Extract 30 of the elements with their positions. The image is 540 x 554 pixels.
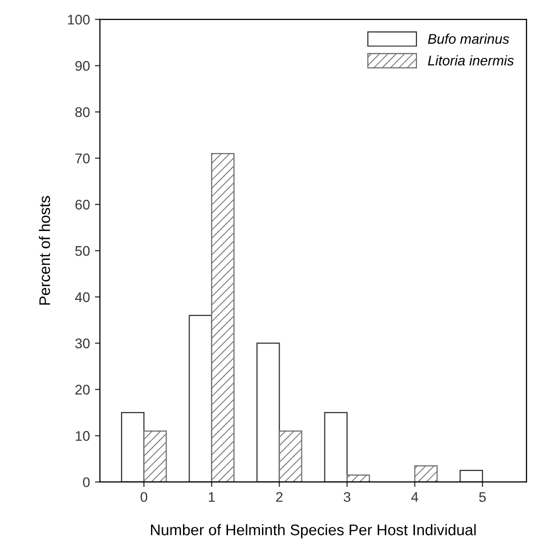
y-tick-label: 70	[75, 154, 90, 164]
bar	[211, 152, 235, 482]
bar	[121, 412, 144, 482]
y-tick-label: 0	[82, 477, 90, 488]
x-tick-label: 0	[140, 492, 148, 502]
y-tick-label: 60	[75, 200, 90, 210]
y-tick-label: 90	[75, 60, 90, 71]
y-axis-title: Percent of hosts	[38, 196, 50, 305]
bar	[256, 342, 280, 482]
y-tick-label: 80	[75, 107, 90, 118]
y-tick-label: 50	[75, 246, 90, 256]
x-tick-label: 1	[208, 492, 215, 502]
bar	[278, 430, 302, 482]
y-tick-label: 40	[75, 292, 90, 302]
y-tick-label: 30	[75, 338, 90, 348]
x-axis-title: Number of Helminth Species Per Host Individual	[151, 524, 476, 538]
y-tick-label: 10	[76, 431, 90, 441]
bar	[188, 314, 212, 482]
y-tick-label: 20	[75, 384, 90, 395]
x-tick-label: 3	[344, 492, 350, 502]
x-tick-label: 2	[276, 492, 283, 502]
x-tick-label: 5	[479, 492, 486, 502]
bar	[143, 430, 167, 482]
bar	[414, 465, 438, 482]
legend-label: Litoria inermis	[428, 55, 514, 66]
x-tick-label: 4	[411, 492, 418, 502]
bar	[346, 474, 370, 482]
y-tick-label: 100	[68, 14, 90, 25]
legend-label: Bufo marinus	[428, 34, 510, 44]
bar	[324, 412, 348, 482]
